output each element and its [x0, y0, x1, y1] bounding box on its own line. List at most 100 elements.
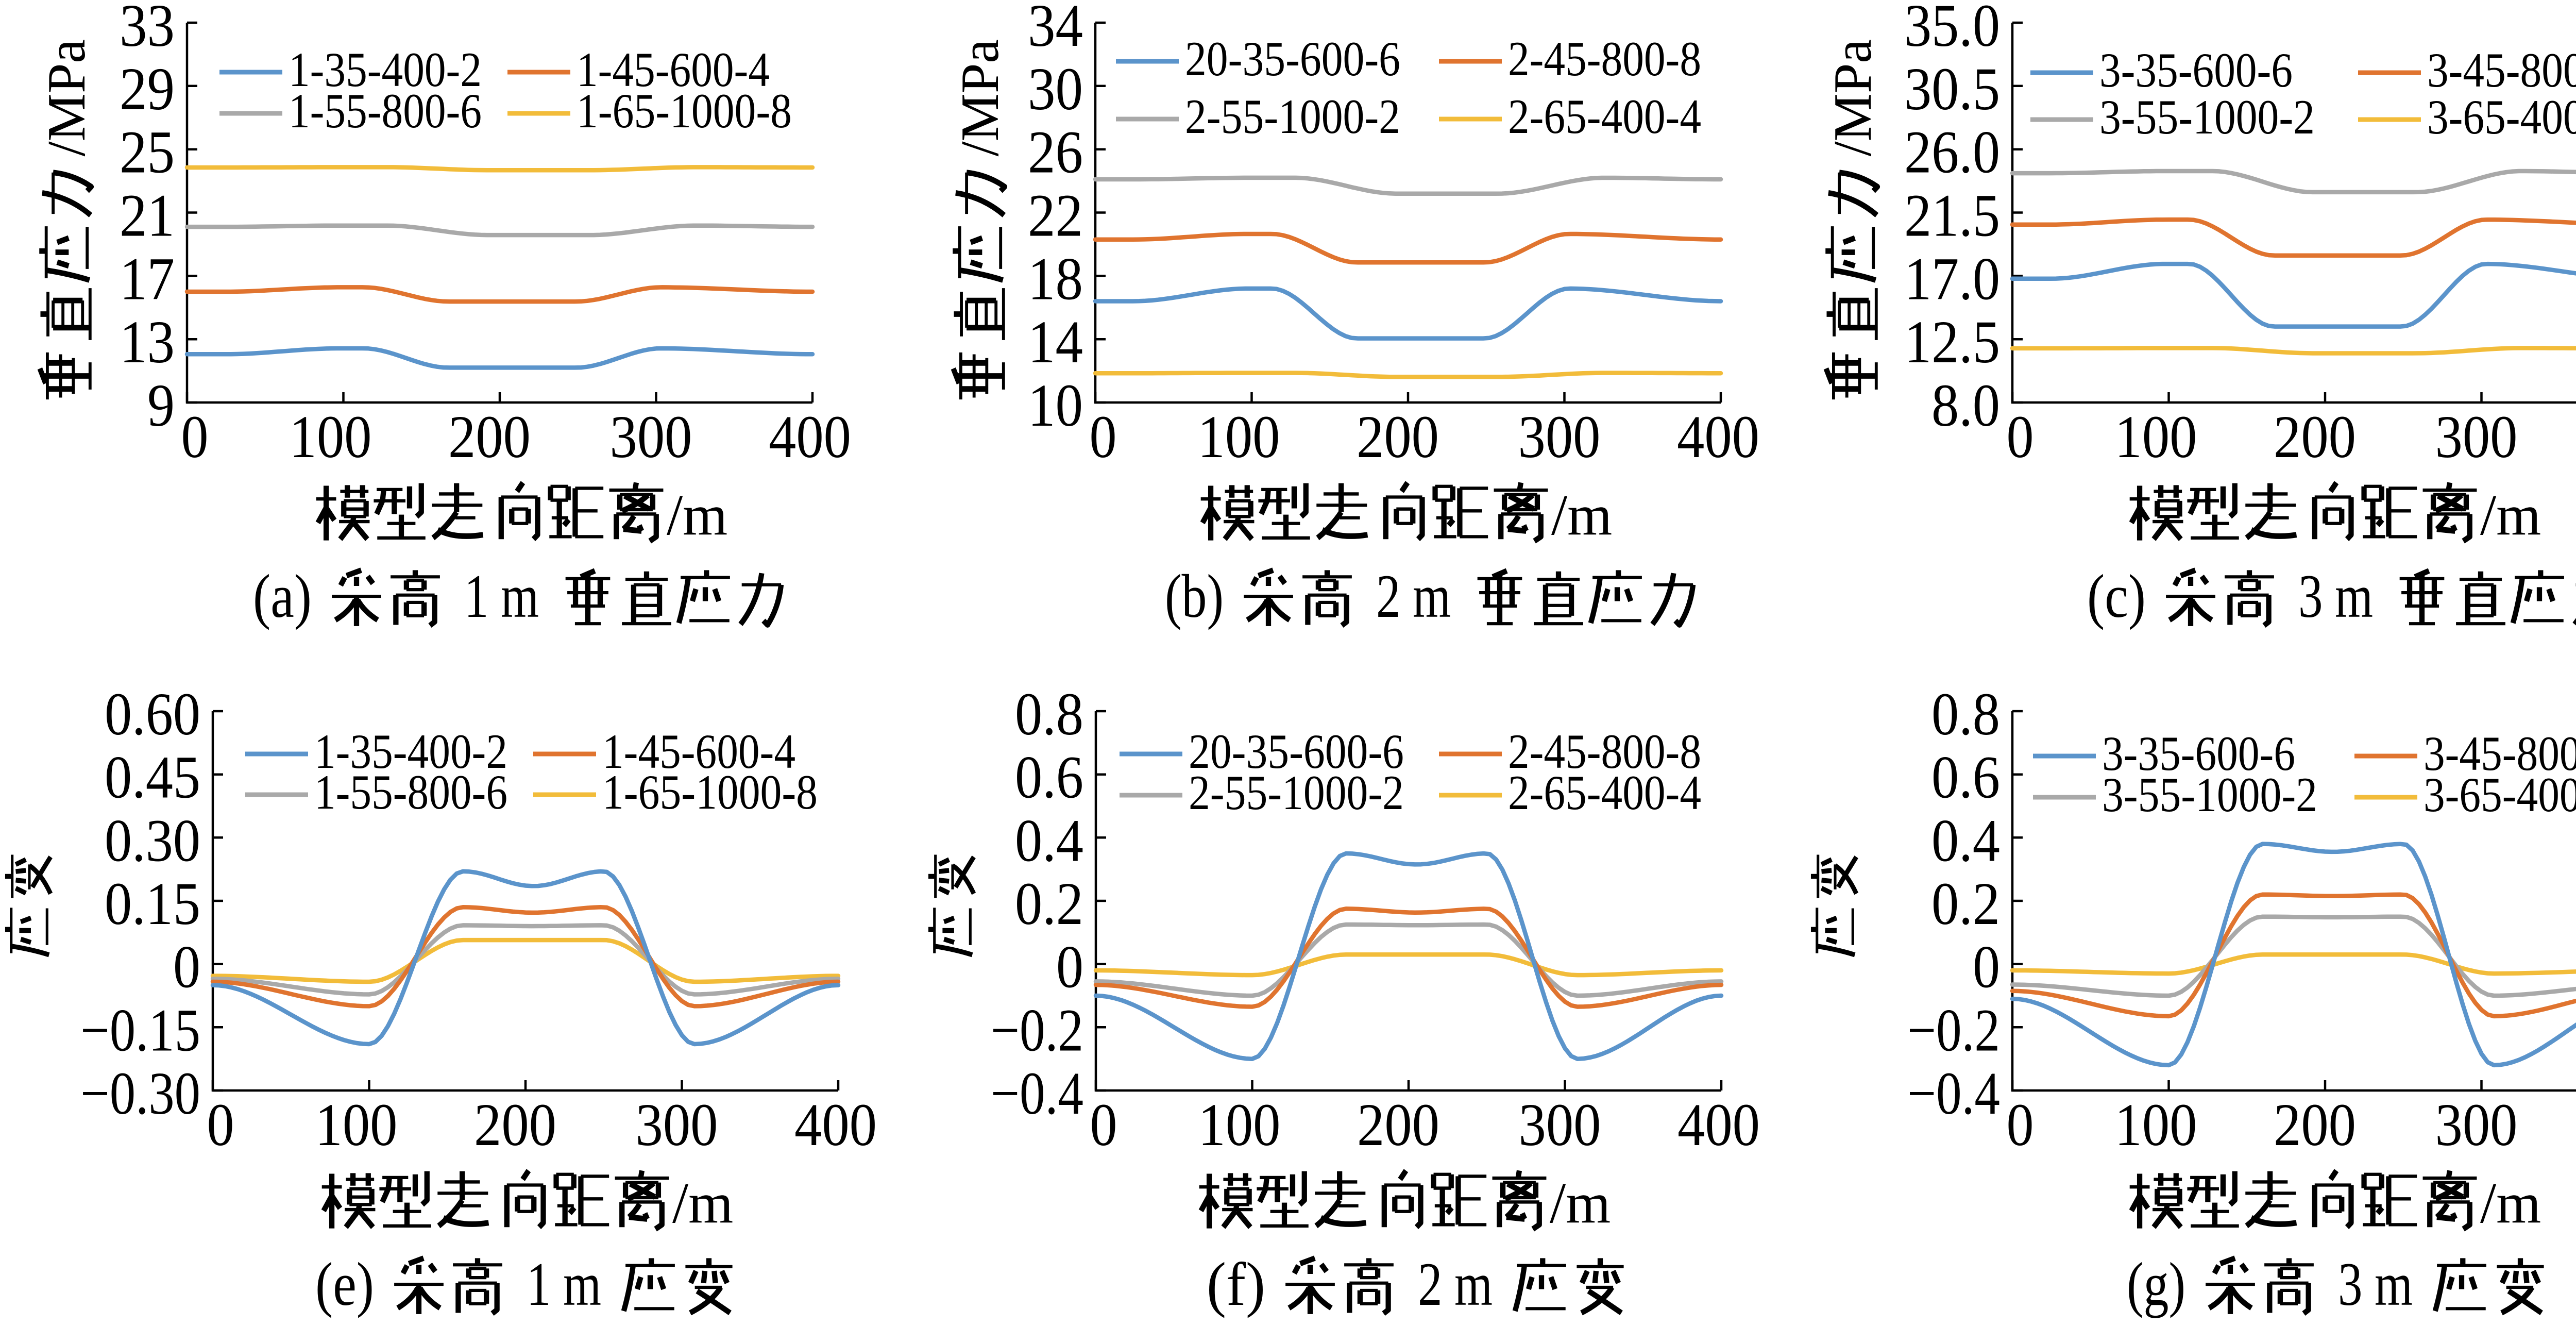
svg-text:2-65-400-4: 2-65-400-4 — [1508, 765, 1701, 820]
svg-text:17: 17 — [120, 245, 175, 312]
svg-text:34: 34 — [1028, 0, 1083, 59]
svg-text:3 m: 3 m — [2338, 1250, 2413, 1318]
svg-text:/m: /m — [1550, 1171, 1611, 1235]
svg-text:14: 14 — [1028, 308, 1083, 376]
svg-text:0: 0 — [2007, 403, 2034, 471]
svg-text:3-55-1000-2: 3-55-1000-2 — [2102, 767, 2317, 822]
svg-text:(c): (c) — [2087, 562, 2146, 630]
svg-text:0: 0 — [1973, 933, 2000, 1001]
svg-text:0: 0 — [1090, 403, 1117, 471]
svg-text:400: 400 — [769, 403, 851, 471]
svg-text:2 m: 2 m — [1418, 1250, 1493, 1318]
svg-text:0.4: 0.4 — [1015, 807, 1083, 874]
svg-text:100: 100 — [2115, 1091, 2197, 1159]
svg-text:17.0: 17.0 — [1904, 245, 2000, 312]
svg-text:20-35-600-6: 20-35-600-6 — [1189, 724, 1404, 779]
svg-text:8.0: 8.0 — [1931, 372, 2000, 439]
svg-text:20-35-600-6: 20-35-600-6 — [1185, 31, 1400, 86]
svg-text:3 m: 3 m — [2298, 562, 2373, 630]
svg-text:26.0: 26.0 — [1904, 119, 2000, 186]
svg-text:3-45-800-8: 3-45-800-8 — [2427, 43, 2576, 97]
svg-text:2-45-800-8: 2-45-800-8 — [1508, 31, 1701, 86]
svg-text:−0.2: −0.2 — [991, 996, 1083, 1064]
svg-text:21: 21 — [120, 182, 175, 249]
svg-text:1-55-800-6: 1-55-800-6 — [289, 83, 482, 138]
svg-text:100: 100 — [1198, 1091, 1281, 1159]
svg-text:1-65-1000-8: 1-65-1000-8 — [602, 765, 818, 819]
svg-text:2-65-400-4: 2-65-400-4 — [1508, 89, 1701, 144]
svg-text:3-65-400-4: 3-65-400-4 — [2424, 767, 2576, 822]
svg-text:100: 100 — [1198, 403, 1280, 471]
svg-text:25: 25 — [120, 119, 175, 186]
svg-text:2 m: 2 m — [1376, 562, 1451, 630]
svg-text:0: 0 — [1056, 933, 1083, 1001]
svg-text:200: 200 — [474, 1091, 556, 1159]
svg-text:300: 300 — [1519, 1091, 1601, 1159]
svg-text:(g): (g) — [2127, 1250, 2185, 1318]
svg-text:1 m: 1 m — [527, 1250, 601, 1318]
svg-text:29: 29 — [120, 55, 175, 123]
svg-text:33: 33 — [120, 0, 175, 59]
svg-text:200: 200 — [2274, 403, 2356, 471]
svg-text:1-45-600-4: 1-45-600-4 — [577, 42, 770, 97]
svg-text:400: 400 — [794, 1091, 877, 1159]
svg-text:0.60: 0.60 — [105, 680, 200, 748]
svg-text:1-45-600-4: 1-45-600-4 — [602, 724, 795, 779]
svg-text:0.30: 0.30 — [105, 807, 200, 874]
svg-text:/m: /m — [2480, 1171, 2541, 1235]
svg-text:1 m: 1 m — [464, 562, 539, 630]
svg-text:200: 200 — [448, 403, 531, 471]
svg-text:300: 300 — [636, 1091, 718, 1159]
svg-text:0.15: 0.15 — [105, 870, 200, 937]
svg-text:400: 400 — [1677, 1091, 1760, 1159]
svg-text:/MPa: /MPa — [36, 39, 96, 157]
svg-text:0.45: 0.45 — [105, 744, 200, 811]
svg-text:0: 0 — [181, 403, 209, 471]
svg-text:18: 18 — [1028, 245, 1083, 312]
svg-text:22: 22 — [1028, 182, 1083, 249]
svg-text:/MPa: /MPa — [1822, 39, 1883, 157]
svg-text:12.5: 12.5 — [1904, 308, 2000, 376]
svg-text:1-55-800-6: 1-55-800-6 — [314, 765, 507, 819]
svg-text:0.6: 0.6 — [1931, 744, 2000, 811]
svg-text:35.0: 35.0 — [1904, 0, 2000, 59]
svg-text:1-35-400-2: 1-35-400-2 — [289, 42, 482, 97]
svg-text:300: 300 — [2435, 403, 2518, 471]
svg-text:0: 0 — [207, 1091, 234, 1159]
svg-text:0.4: 0.4 — [1931, 807, 2000, 874]
svg-text:2-55-1000-2: 2-55-1000-2 — [1189, 765, 1404, 820]
svg-text:(e): (e) — [315, 1250, 374, 1318]
svg-text:300: 300 — [1518, 403, 1601, 471]
svg-text:100: 100 — [2115, 403, 2197, 471]
svg-text:100: 100 — [290, 403, 372, 471]
svg-text:/m: /m — [2480, 483, 2541, 547]
svg-text:200: 200 — [1357, 403, 1439, 471]
svg-text:30: 30 — [1028, 55, 1083, 123]
svg-text:−0.4: −0.4 — [991, 1060, 1083, 1127]
svg-text:−0.2: −0.2 — [1907, 996, 2000, 1064]
svg-text:(b): (b) — [1165, 562, 1224, 630]
svg-text:10: 10 — [1028, 372, 1083, 439]
svg-text:0.6: 0.6 — [1015, 744, 1083, 811]
svg-text:3-35-600-6: 3-35-600-6 — [2099, 43, 2293, 97]
svg-text:0: 0 — [173, 933, 200, 1001]
svg-text:/m: /m — [672, 1171, 733, 1235]
svg-text:3-35-600-6: 3-35-600-6 — [2102, 726, 2295, 781]
svg-text:400: 400 — [1677, 403, 1759, 471]
svg-text:100: 100 — [315, 1091, 398, 1159]
svg-text:0.2: 0.2 — [1015, 870, 1083, 937]
svg-text:/m: /m — [1551, 483, 1612, 547]
svg-text:0.2: 0.2 — [1931, 870, 2000, 937]
svg-text:2-45-800-8: 2-45-800-8 — [1508, 724, 1701, 779]
svg-text:3-65-400-4: 3-65-400-4 — [2427, 90, 2576, 144]
svg-text:3-55-1000-2: 3-55-1000-2 — [2099, 90, 2315, 144]
svg-text:0: 0 — [2007, 1091, 2034, 1159]
svg-text:21.5: 21.5 — [1904, 182, 2000, 249]
svg-text:/m: /m — [667, 483, 727, 547]
svg-text:0.8: 0.8 — [1015, 680, 1083, 748]
svg-text:−0.30: −0.30 — [80, 1060, 200, 1127]
svg-text:13: 13 — [120, 308, 175, 376]
svg-text:−0.4: −0.4 — [1907, 1060, 2000, 1127]
svg-text:1-35-400-2: 1-35-400-2 — [314, 724, 507, 779]
svg-text:200: 200 — [1357, 1091, 1439, 1159]
